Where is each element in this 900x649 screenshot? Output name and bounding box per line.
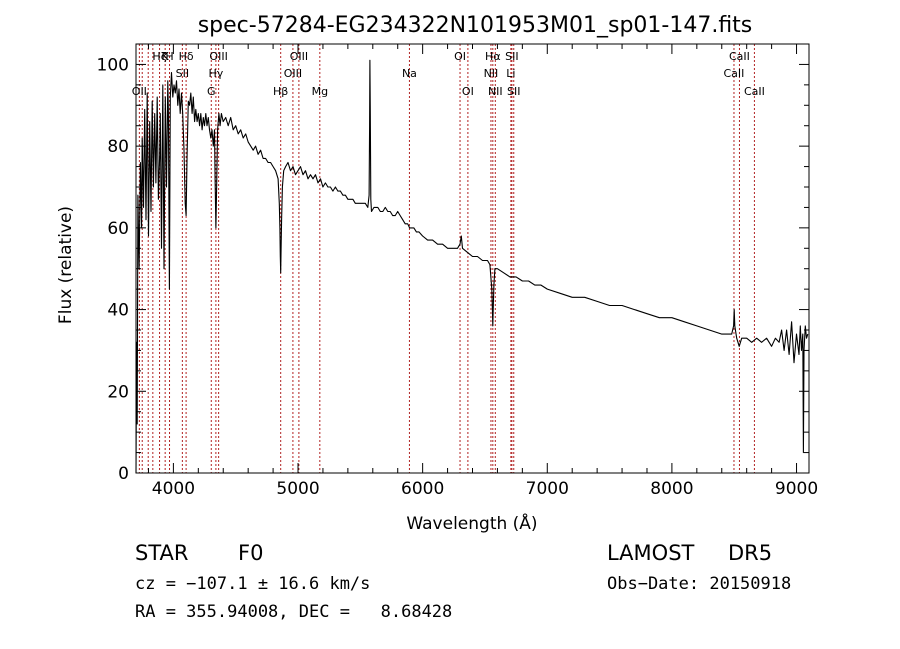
spectral-line-label: Li <box>506 67 515 80</box>
x-tick-label: 7000 <box>526 479 569 499</box>
object-class: STAR <box>135 541 189 565</box>
spectral-line-label: Hζ <box>152 50 166 63</box>
spectral-line-label: NII <box>484 67 499 80</box>
y-tick-label: 60 <box>107 219 129 239</box>
spectral-line-labels: OIIHζKHSIIHδGHγOIIIHβOIIIOIIIMgNaOIOINII… <box>132 50 765 98</box>
spectral-line-label: CaII <box>724 67 745 80</box>
spectral-line-label: OIII <box>290 50 308 63</box>
spectral-line-label: NII <box>488 85 503 98</box>
x-tick-label: 5000 <box>276 479 319 499</box>
spectral-line-label: Hβ <box>273 85 288 98</box>
y-tick-label: 80 <box>107 137 129 157</box>
y-tick-label: 100 <box>97 55 129 75</box>
y-tick-label: 20 <box>107 382 129 402</box>
spectral-line-label: OI <box>462 85 474 98</box>
x-tick-label: 8000 <box>650 479 693 499</box>
spectral-line-label: Mg <box>312 85 328 98</box>
x-tick-label: 9000 <box>775 479 818 499</box>
data-release: DR5 <box>728 541 773 565</box>
spectral-line-label: K <box>162 50 170 63</box>
spectral-line-label: Na <box>402 67 417 80</box>
x-tick-label: 6000 <box>401 479 444 499</box>
spectral-line-label: Hα <box>485 50 501 63</box>
spectral-line-label: SII <box>507 85 520 98</box>
spectral-line-label: Hδ <box>179 50 194 63</box>
y-tick-label: 40 <box>107 301 129 321</box>
sky-coordinates: RA = 355.94008, DEC = 8.68428 <box>135 602 453 622</box>
spectral-line-label: OIII <box>209 50 227 63</box>
spectrum-series <box>135 59 809 474</box>
spectral-line-label: OII <box>132 85 147 98</box>
y-axis-ticks: 0 20 40 60 80 100 <box>97 55 809 484</box>
spectral-line-label: CaII <box>744 85 765 98</box>
x-tick-label: 4000 <box>152 479 195 499</box>
redshift-velocity: cz = −107.1 ± 16.6 km/s <box>135 574 371 594</box>
plot-frame <box>135 43 810 474</box>
spectral-line-label: OIII <box>284 67 302 80</box>
spectral-line-label: CaII <box>729 50 750 63</box>
x-axis-ticks: 4000 5000 6000 7000 8000 9000 <box>147 44 818 499</box>
spectral-line-label: SII <box>505 50 518 63</box>
chart-title: spec-57284-EG234322N101953M01_sp01-147.f… <box>198 13 753 38</box>
spectral-line-label: SII <box>176 67 189 80</box>
y-axis-label: Flux (relative) <box>56 206 76 324</box>
object-subclass: F0 <box>238 541 264 565</box>
spectral-line-markers <box>138 44 755 473</box>
spectral-line-label: OI <box>454 50 466 63</box>
y-tick-label: 0 <box>118 464 129 484</box>
survey-name: LAMOST <box>607 541 695 565</box>
observation-date: Obs−Date: 20150918 <box>607 574 792 594</box>
spectral-line-label: Hγ <box>208 67 223 80</box>
x-axis-label: Wavelength (Å) <box>406 512 537 534</box>
spectral-line-label: H <box>165 50 173 63</box>
spectral-line-label: G <box>207 85 216 98</box>
